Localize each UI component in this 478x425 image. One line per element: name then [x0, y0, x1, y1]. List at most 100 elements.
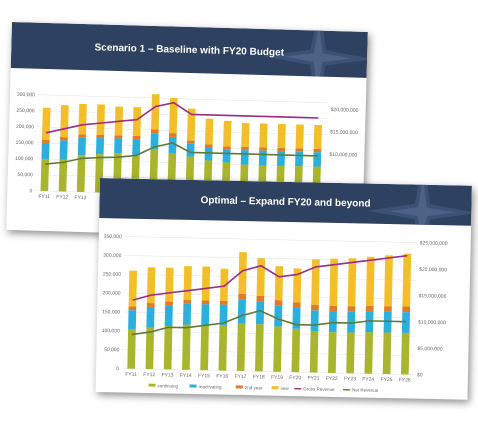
bar-segment-reactivating	[204, 147, 213, 161]
bar-segment-new	[347, 258, 357, 307]
bar-segment-new	[256, 258, 266, 297]
legend-swatch	[235, 385, 243, 389]
x-axis-tick-label: FY12	[143, 372, 155, 378]
bar-segment-new	[96, 104, 105, 136]
right-axis-tick-label: $0	[417, 372, 423, 378]
bar-segment-continuing	[145, 327, 155, 370]
bar-segment-reactivating	[168, 136, 177, 154]
title-band: Optimal – Expand FY20 and beyond	[99, 178, 472, 226]
gridline	[37, 94, 328, 104]
bar-segment-new	[292, 268, 302, 303]
line-net-revenue	[131, 309, 406, 336]
left-axis-tick-label: 250,000	[103, 271, 121, 277]
bar-segment-reactivating	[292, 307, 301, 329]
bar-segment-reactivating	[237, 299, 246, 324]
bar-segment-2nd-year	[204, 144, 213, 148]
bar-segment-2nd-year	[347, 306, 356, 312]
right-axis-tick-label: $15,000,000	[330, 129, 358, 136]
bar-segment-reactivating	[114, 138, 123, 154]
bar-segment-continuing	[182, 324, 191, 370]
bar-segment-new	[183, 266, 192, 301]
bar-segment-reactivating	[128, 310, 137, 330]
bar-segment-2nd-year	[96, 134, 105, 139]
bar-segment-reactivating	[274, 305, 283, 327]
bar-segment-2nd-year	[259, 147, 267, 151]
bar-segment-reactivating	[256, 301, 265, 325]
bar-segment-continuing	[273, 326, 282, 372]
bar-segment-reactivating	[182, 303, 192, 325]
bar-segment-2nd-year	[402, 306, 411, 313]
right-axis-tick-label: $15,000,000	[419, 293, 447, 300]
bar-segment-new	[128, 270, 138, 307]
x-axis-tick-label: FY13	[74, 195, 86, 201]
bar-segment-reactivating	[276, 151, 285, 166]
bar-segment-reactivating	[258, 150, 267, 166]
bar-segment-new	[146, 267, 156, 304]
legend-swatch	[271, 386, 279, 390]
bar-segment-reactivating	[295, 151, 304, 167]
bar-segment-reactivating	[132, 139, 141, 156]
stacked-bar-chart: 350,000 300,000 250,000 200,000 150,000 100,0…	[102, 234, 448, 393]
bar-segment-2nd-year	[241, 146, 249, 151]
bar-segment-reactivating	[95, 138, 105, 155]
bar-segment-continuing	[346, 332, 355, 374]
x-axis-tick-label: FY21	[307, 375, 319, 381]
bar-segment-reactivating	[347, 311, 356, 333]
bar-segment-new	[219, 268, 229, 301]
bar-segment-2nd-year	[60, 136, 68, 141]
x-axis-tick-label: FY26	[399, 377, 411, 383]
legend-swatch	[148, 383, 156, 387]
bar-segment-continuing	[58, 159, 68, 192]
bar-segment-2nd-year	[41, 139, 50, 144]
bar-segment-new	[274, 266, 284, 301]
line-gross-revenue	[45, 101, 319, 134]
bar-segment-2nd-year	[78, 134, 87, 138]
x-axis-tick-label: FY11	[38, 194, 50, 200]
x-axis-tick-label: FY24	[362, 377, 374, 383]
bar-segment-new	[365, 256, 375, 306]
bar-segment-2nd-year	[183, 300, 192, 304]
x-axis-tick-label: FY15	[198, 373, 210, 379]
bar-segment-continuing	[309, 330, 319, 373]
bar-segment-reactivating	[365, 311, 374, 333]
line-gross-revenue	[132, 254, 408, 301]
x-axis-tick-label: FY12	[56, 194, 68, 200]
bar-segment-new	[78, 103, 87, 135]
legend-label: new	[280, 386, 289, 391]
bar-segment-reactivating	[150, 133, 159, 150]
bar-segment-reactivating	[186, 143, 195, 157]
bar-segment-reactivating	[59, 140, 68, 160]
bar-segment-2nd-year	[313, 148, 322, 153]
right-axis-tick-label: $10,000,000	[329, 152, 357, 159]
bar-segment-reactivating	[41, 142, 50, 160]
bar-segment-reactivating	[222, 149, 231, 163]
bar-segment-new	[311, 259, 320, 305]
x-axis-tick-label: FY14	[180, 373, 192, 379]
bar-segment-2nd-year	[114, 135, 123, 139]
x-axis-tick-label: FY19	[271, 375, 283, 381]
bar-segment-2nd-year	[274, 300, 283, 306]
bar-segment-2nd-year	[132, 135, 141, 140]
legend-label: reactivating	[199, 384, 223, 389]
left-axis-tick-label: 100,000	[102, 328, 120, 334]
bar-segment-continuing	[328, 332, 337, 373]
right-axis-tick-label: $10,000,000	[418, 320, 446, 327]
bar-segment-continuing	[163, 326, 173, 370]
right-axis-tick-label: $20,000,000	[331, 107, 359, 114]
bar-segment-2nd-year	[238, 293, 247, 300]
bar-segment-continuing	[40, 158, 50, 192]
left-axis-tick-label: 150,000	[15, 140, 33, 147]
compass-star-icon	[367, 178, 472, 226]
bar-segment-continuing	[382, 332, 392, 375]
bar-segment-new	[313, 124, 322, 150]
bar-segment-new	[329, 258, 339, 306]
bar-segment-continuing	[400, 332, 410, 375]
bar-segment-new	[132, 107, 142, 137]
x-axis-tick-label: FY13	[161, 372, 173, 378]
x-axis-tick-label: FY23	[344, 376, 356, 382]
bar-segment-new	[295, 124, 304, 149]
left-axis-tick-label: 300,000	[17, 92, 35, 99]
bar-segment-reactivating	[201, 304, 210, 326]
bar-segment-reactivating	[313, 152, 322, 167]
bar-segment-2nd-year	[292, 302, 301, 309]
